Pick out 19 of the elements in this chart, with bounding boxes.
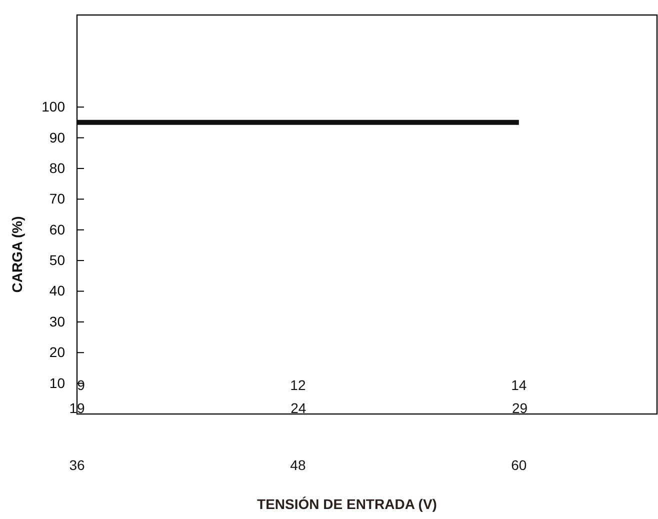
y-tick-label: 100 — [42, 98, 66, 115]
y-tick-label: 80 — [49, 160, 66, 176]
y-axis-title: CARGA (%) — [9, 216, 25, 293]
x-axis-title: TENSIÓN DE ENTRADA (V) — [257, 496, 437, 512]
annotation: 14 — [511, 377, 527, 394]
y-tick-label: 20 — [49, 344, 66, 360]
y-tick-label: 50 — [49, 252, 66, 268]
y-tick-label: 70 — [49, 190, 66, 207]
y-tick-label: 10 — [49, 374, 66, 391]
annotation: 12 — [290, 377, 306, 394]
y-tick-label: 60 — [49, 221, 66, 238]
x-tick-label: 60 — [511, 457, 527, 474]
y-tick-label: 90 — [49, 129, 66, 146]
y-tick-label: 30 — [49, 313, 66, 330]
x2-tick-label: 24 — [290, 400, 306, 416]
x-tick-label: 36 — [69, 457, 85, 474]
x-tick-label: 48 — [290, 457, 306, 474]
x2-tick-label: 29 — [512, 400, 528, 416]
y-tick-label: 40 — [49, 282, 66, 299]
